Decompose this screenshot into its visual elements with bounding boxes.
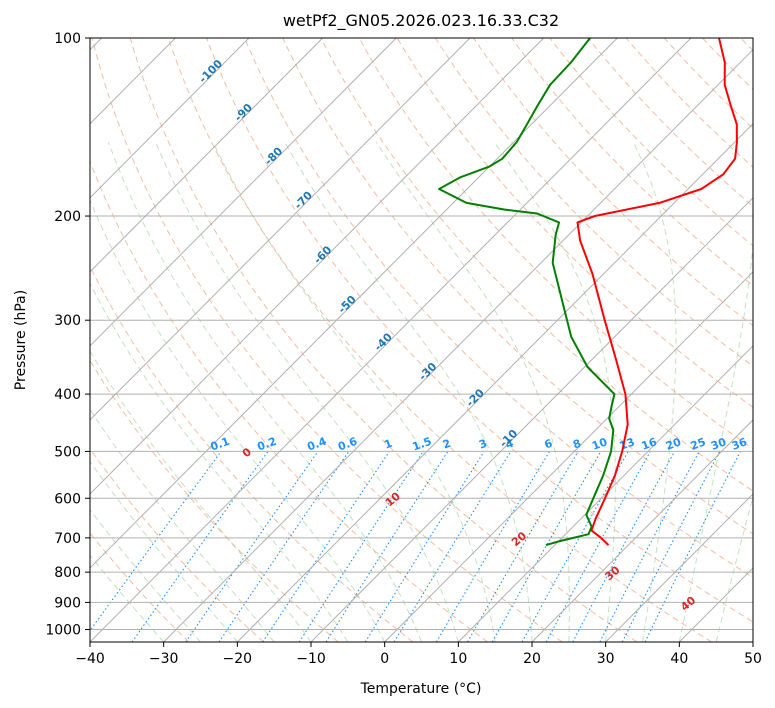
mixing-ratio-line	[393, 451, 512, 642]
y-tick-label: 400	[54, 387, 81, 403]
isotherm-line	[236, 123, 753, 642]
isotherm-line	[90, 38, 250, 199]
y-tick-label: 600	[54, 491, 81, 507]
x-tick-label: −30	[149, 651, 179, 667]
y-tick-label: 700	[54, 531, 81, 547]
mixing-ratio-label: 0.4	[305, 435, 328, 454]
mixing-ratio-line	[218, 451, 350, 642]
mixing-ratio-label: 30	[709, 435, 728, 453]
plot-area: 0.1 0.2 0.4 0.6 1 1.5 2 3 4 6 8 10 13 16 20 25 30 36-100-…	[90, 38, 753, 642]
mixing-ratio-label: 6	[543, 437, 555, 452]
x-tick-label: 0	[380, 651, 389, 667]
mixing-ratio-label: 2	[441, 437, 453, 452]
y-axis-label: Pressure (hPa)	[13, 290, 29, 390]
isobar-grid	[90, 38, 753, 630]
mixing-ratio-label: 4	[504, 437, 516, 452]
x-tick-label: −40	[75, 651, 105, 667]
y-tick-label: 800	[54, 565, 81, 581]
isotherm-line	[384, 271, 753, 642]
temperature-line	[576, 38, 738, 546]
mixing-ratio-line	[298, 451, 424, 642]
dewpoint-line	[438, 38, 616, 547]
dry-adiabat-line	[167, 38, 712, 642]
mixing-ratio-line	[545, 451, 651, 642]
y-tick-label: 900	[54, 595, 81, 611]
dry-adiabat-line	[320, 38, 753, 492]
mixing-ratio-line	[572, 451, 676, 642]
dry-adiabat-line	[90, 159, 488, 642]
dry-adiabat-line	[434, 38, 753, 367]
mixing-ratio-line	[364, 451, 485, 642]
skewed-isotherms	[90, 38, 753, 642]
x-tick-label: −20	[223, 651, 253, 667]
x-tick-label: 40	[670, 651, 688, 667]
mixing-ratio-label: 8	[571, 437, 583, 452]
dry-adiabat-line	[91, 38, 563, 642]
isotherm-line	[605, 493, 753, 642]
isotherm-line	[310, 197, 753, 642]
dry-adiabat-line	[396, 38, 753, 408]
mixing-ratio-label: 36	[730, 435, 749, 453]
x-tick-label: 20	[523, 651, 541, 667]
mixing-ratio-label: 1.5	[411, 435, 434, 454]
isotherm-line	[90, 38, 618, 569]
y-tick-label: 100	[54, 31, 81, 47]
x-tick-label: 30	[597, 651, 615, 667]
dry-adiabat-line	[511, 38, 753, 287]
mixing-ratio-line	[262, 451, 390, 642]
mixing-ratio-label: 25	[689, 435, 708, 452]
profile-series	[438, 38, 738, 547]
mixing-ratio-lines	[90, 451, 741, 642]
x-tick-label: 10	[449, 651, 467, 667]
dry-adiabat-line	[90, 447, 264, 642]
mixing-ratio-label: 0.1	[209, 435, 232, 454]
mixing-ratio-label: 1	[382, 437, 394, 452]
mixing-ratio-line	[325, 451, 449, 642]
x-axis-label: Temperature (°C)	[360, 681, 482, 697]
isotherm-line	[90, 38, 692, 642]
mixing-ratio-label: 16	[640, 435, 659, 453]
mixing-ratio-label: 20	[664, 435, 683, 453]
isotherm-line	[90, 38, 397, 347]
y-tick-label: 200	[54, 209, 81, 225]
dry-adiabat-line	[90, 265, 414, 642]
mixing-ratio-label: 0.6	[336, 435, 359, 454]
chart-title: wetPf2_GN05.2026.023.16.33.C32	[283, 11, 559, 31]
isotherm-line	[531, 419, 753, 642]
y-tick-label: 300	[54, 313, 81, 329]
y-tick-label: 1000	[45, 622, 81, 638]
mixing-ratio-line	[90, 451, 222, 632]
mixing-ratio-line	[621, 451, 721, 642]
isotherm-line	[90, 38, 324, 273]
dry-adiabat-line	[244, 38, 753, 579]
dry-adiabat-line	[129, 38, 638, 642]
y-tick-label: 500	[54, 444, 81, 460]
dry-adiabat-line	[206, 38, 753, 623]
x-tick-label: 50	[744, 651, 762, 667]
plot-frame	[89, 37, 754, 643]
dry-adiabat-line	[549, 38, 753, 247]
mixing-ratio-line	[644, 451, 741, 642]
isotherm-line	[90, 38, 471, 421]
mixing-ratio-label: 10	[590, 435, 609, 453]
x-axis-ticks: −40 −30 −20 −10 0 10 20 30 40 50	[75, 642, 762, 667]
dry-adiabat-line	[282, 38, 753, 535]
x-tick-label: −10	[296, 651, 326, 667]
mixing-ratio-label: 3	[477, 437, 489, 452]
mixing-ratio-line	[521, 451, 629, 642]
isotherm-line	[90, 38, 545, 495]
isotherm-line	[163, 48, 753, 642]
mixing-ratio-label: 0.2	[255, 435, 278, 454]
mixing-ratio-line	[185, 451, 319, 642]
y-axis-ticks: 100 200 300 400 500 600 700 800 900 1000	[45, 31, 90, 638]
